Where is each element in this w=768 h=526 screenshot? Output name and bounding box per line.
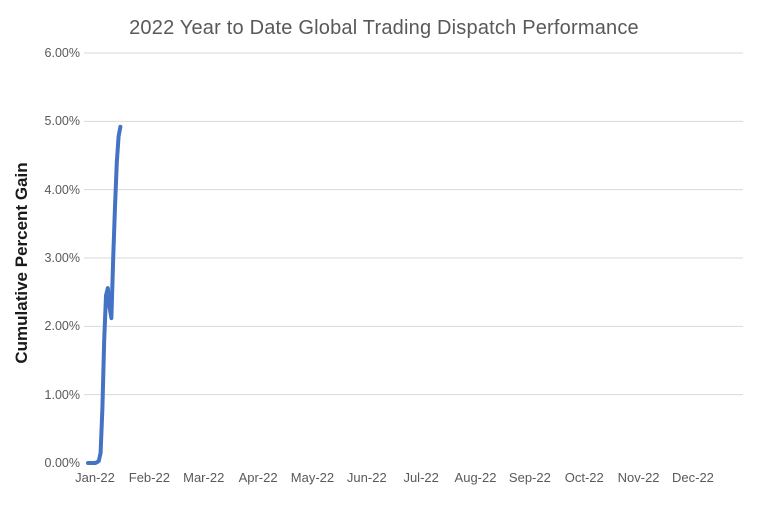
y-axis-tick-label: 1.00% [44,387,80,402]
x-axis-tick-label: Mar-22 [183,470,225,485]
y-axis-tick-label: 6.00% [44,46,80,60]
x-axis-tick-label: Aug-22 [454,470,497,485]
x-axis-tick-label: Feb-22 [128,470,170,485]
x-axis-tick-label: Jul-22 [403,470,439,485]
y-axis-tick-label: 0.00% [44,456,80,470]
y-axis-tick-label: 4.00% [44,182,80,197]
x-axis-tick-label: Apr-22 [238,470,278,485]
x-axis-tick-label: May-22 [290,470,335,485]
y-axis-tick-label: 3.00% [44,251,80,265]
x-axis-tick-label: Sep-22 [508,470,551,485]
data-line-series [86,124,123,465]
x-axis-tick-label: Jan-22 [75,470,115,485]
x-axis-tick-label: Jun-22 [346,470,387,485]
y-axis-tick-label: 5.00% [44,114,80,129]
y-axis-tick-label: 2.00% [44,319,80,334]
x-axis-tick-label: Oct-22 [564,470,604,485]
x-axis-tick-label: Dec-22 [671,470,714,485]
x-axis-tick-label: Nov-22 [617,470,660,485]
chart-title: 2022 Year to Date Global Trading Dispatc… [129,17,639,39]
